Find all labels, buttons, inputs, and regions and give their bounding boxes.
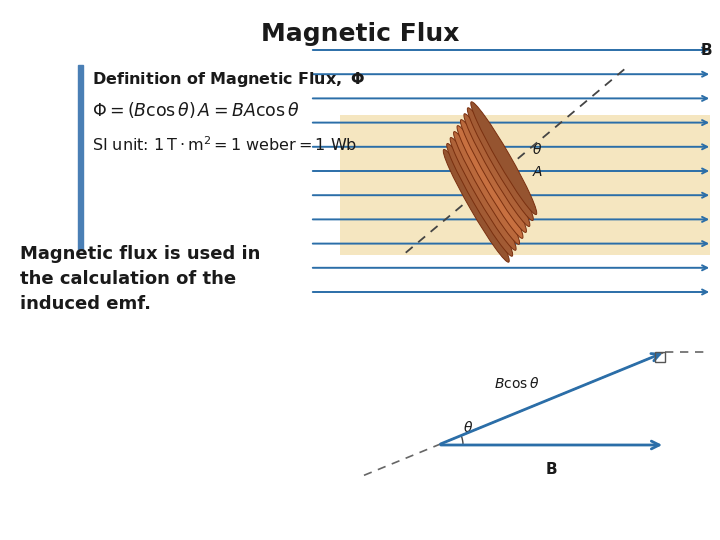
Text: $\Phi = (B\cos\theta)\,A = BA\cos\theta$: $\Phi = (B\cos\theta)\,A = BA\cos\theta$: [92, 100, 300, 120]
Ellipse shape: [454, 132, 520, 244]
Text: induced emf.: induced emf.: [20, 295, 151, 313]
Text: $\mathbf{B}$: $\mathbf{B}$: [700, 42, 712, 58]
Text: SI unit: $1\,\mathrm{T \cdot m^2} = 1\ \mathrm{weber} = 1\ \mathrm{Wb}$: SI unit: $1\,\mathrm{T \cdot m^2} = 1\ \…: [92, 135, 357, 154]
Ellipse shape: [464, 114, 530, 226]
Ellipse shape: [457, 126, 523, 238]
Text: $A$: $A$: [532, 165, 544, 179]
Ellipse shape: [444, 150, 509, 262]
Text: Magnetic Flux: Magnetic Flux: [261, 22, 459, 46]
Text: the calculation of the: the calculation of the: [20, 270, 236, 288]
Text: $\theta$: $\theta$: [532, 143, 542, 158]
Text: $B\cos\theta$: $B\cos\theta$: [494, 375, 539, 390]
Ellipse shape: [460, 120, 526, 232]
Bar: [340, 115, 710, 255]
Ellipse shape: [450, 138, 516, 251]
Text: $\theta$: $\theta$: [463, 420, 473, 435]
Ellipse shape: [471, 102, 536, 214]
Ellipse shape: [467, 108, 534, 220]
Text: $\mathbf{B}$: $\mathbf{B}$: [545, 461, 558, 477]
Text: Magnetic flux is used in: Magnetic flux is used in: [20, 245, 261, 263]
Bar: [655, 352, 665, 362]
Text: $\mathbf{Definition\ of\ Magnetic\ Flux,}\ \mathbf{\Phi}$: $\mathbf{Definition\ of\ Magnetic\ Flux,…: [92, 70, 365, 89]
Bar: [78, 65, 83, 250]
Ellipse shape: [446, 144, 513, 256]
